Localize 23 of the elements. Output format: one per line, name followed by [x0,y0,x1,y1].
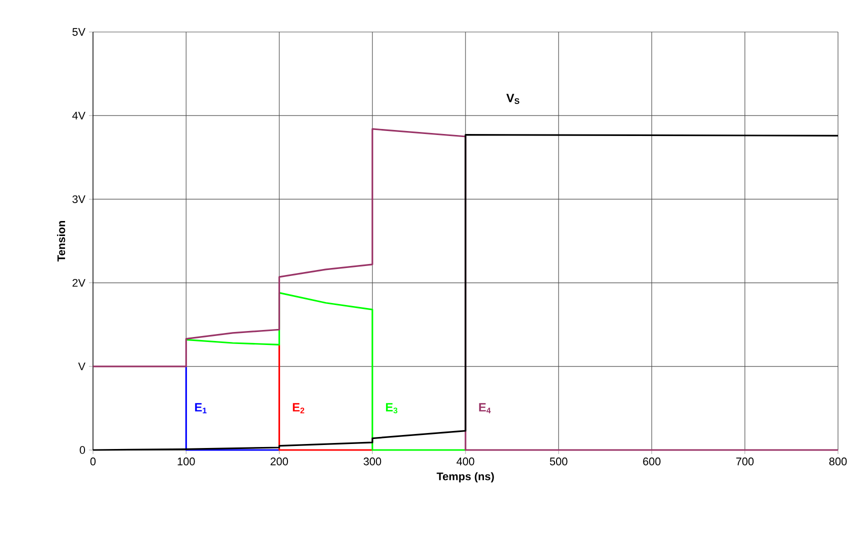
y-axis-title: Tension [57,221,66,262]
y-tick-label: 5V [72,28,86,36]
series-label: E$_{4}$ [479,403,491,414]
x-tick-label: 100 [178,458,195,466]
line-series [185,292,466,451]
series-label: E$_{1}$ [195,403,207,414]
y-tick-label: 2V [72,278,86,287]
x-tick-label: 400 [456,458,474,466]
x-tick-label: 200 [270,458,288,466]
y-tick-label: 3V [72,195,86,204]
x-tick-label: 700 [736,458,754,466]
x-tick-label: 0 [90,458,96,466]
y-tick-label: 0 [80,446,86,454]
x-tick-label: 500 [550,458,568,466]
y-tick-label: V [78,362,86,370]
x-tick-label: 600 [643,458,660,466]
x-axis-title: Temps (ns) [436,472,494,482]
y-tick-label: 4V [72,112,86,120]
series-label: E$_{2}$ [292,403,304,414]
text: V$_{S}$ [506,94,520,104]
x-tick-label: 300 [364,458,382,466]
x-tick-label: 800 [829,458,847,466]
series-label: E$_{3}$ [386,403,398,414]
